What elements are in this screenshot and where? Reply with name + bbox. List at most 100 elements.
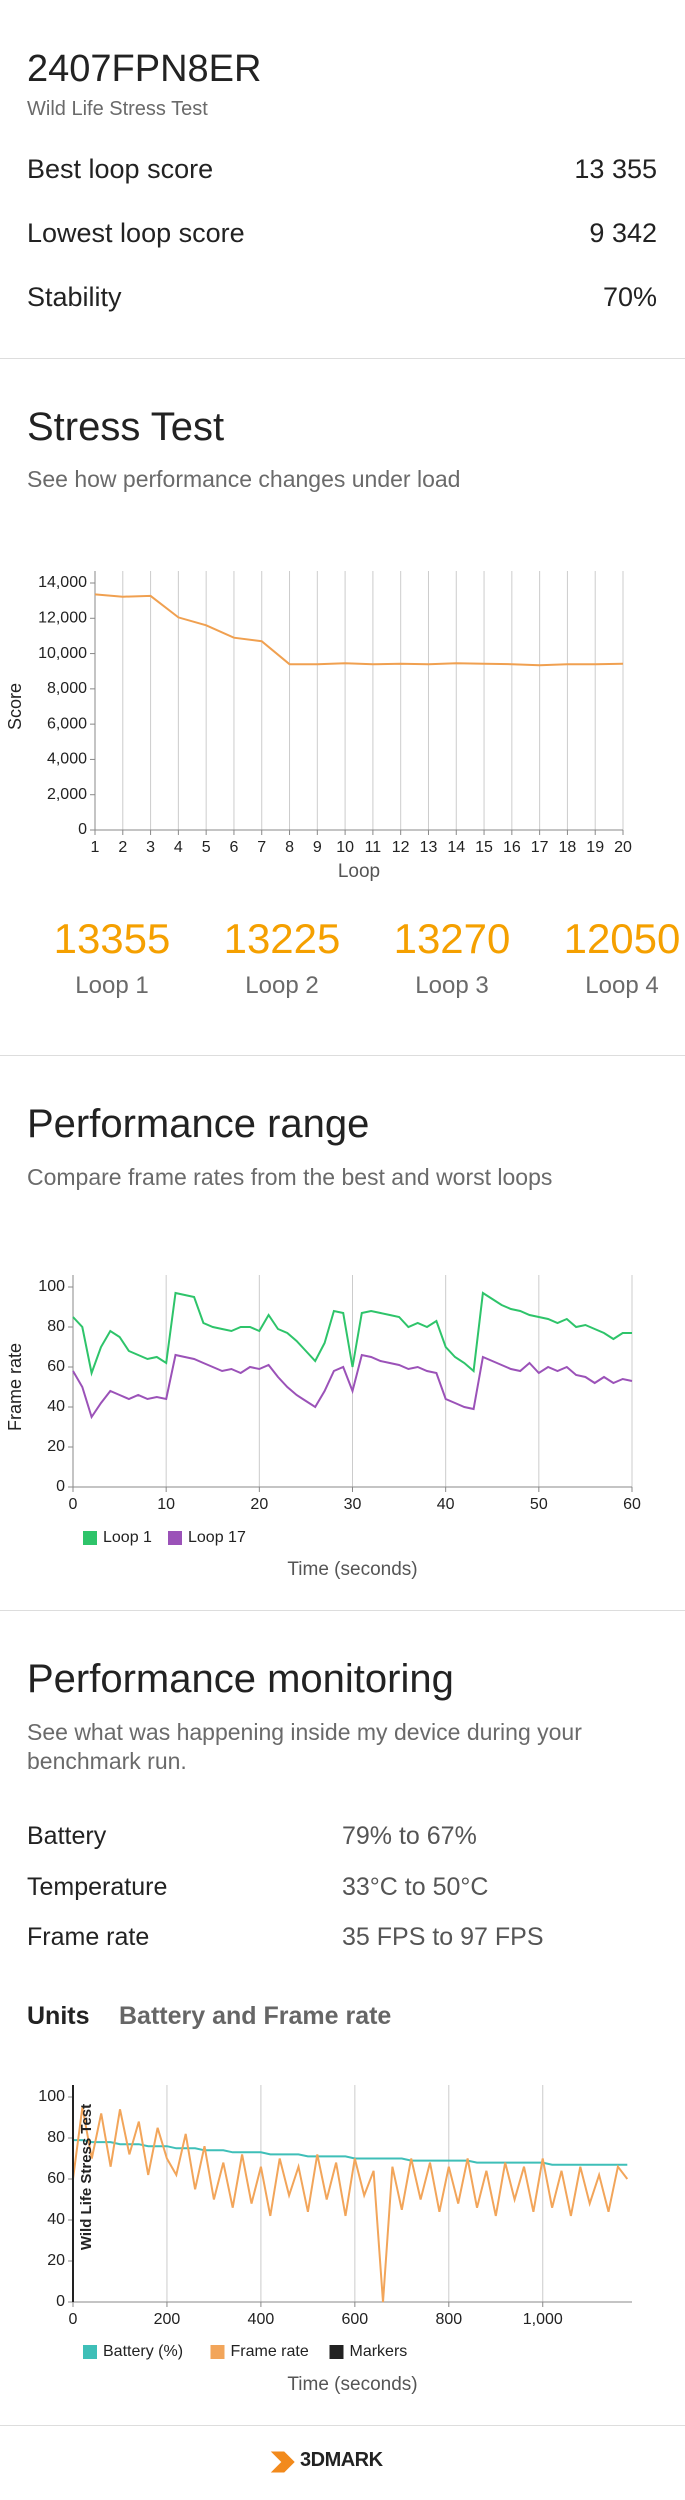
section-subtitle: See what was happening inside my device …: [27, 1719, 582, 1774]
y-tick-label: 60: [47, 1358, 65, 1375]
info-label: Battery: [27, 1822, 107, 1850]
info-label: Frame rate: [27, 1923, 150, 1951]
loop-label: Loop 4: [585, 972, 659, 999]
x-tick-label: 800: [435, 2311, 462, 2328]
info-value: 33°C to 50°C: [342, 1873, 489, 1901]
y-tick-label: 14,000: [38, 574, 87, 591]
x-tick-label: 20: [614, 839, 632, 856]
y-tick-label: 80: [47, 2129, 65, 2146]
y-tick-label: 20: [47, 2252, 65, 2269]
x-tick-label: 10: [336, 839, 354, 856]
stat-value: 9 342: [589, 218, 657, 248]
y-tick-label: 8,000: [47, 680, 87, 697]
line-series: [72, 2107, 629, 2303]
x-axis-label: Time (seconds): [287, 2374, 417, 2395]
legend-label: Loop 17: [188, 1529, 246, 1546]
legend-swatch: [83, 1531, 97, 1545]
x-tick-label: 0: [69, 2311, 78, 2328]
loop-label: Loop 3: [415, 972, 489, 999]
x-tick-label: 0: [69, 1496, 78, 1513]
y-tick-label: 40: [47, 1398, 65, 1415]
marker-label: Wild Life Stress Test: [78, 2104, 95, 2250]
divider: [0, 2425, 685, 2426]
legend-label: Loop 1: [103, 1529, 152, 1546]
line-series: [72, 1353, 633, 1420]
y-tick-label: 12,000: [38, 610, 87, 627]
x-tick-label: 2: [118, 839, 127, 856]
x-axis-label: Time (seconds): [287, 1559, 417, 1580]
device-title: 2407FPN8ER: [27, 48, 262, 90]
stat-value: 13 355: [574, 154, 657, 184]
divider: [0, 1610, 685, 1611]
x-tick-label: 1,000: [523, 2311, 563, 2328]
info-value: 35 FPS to 97 FPS: [342, 1923, 544, 1951]
stat-value: 70%: [602, 282, 657, 312]
y-tick-label: 10,000: [38, 645, 87, 662]
y-tick-label: 100: [38, 1278, 65, 1295]
x-tick-label: 30: [344, 1496, 362, 1513]
y-tick-label: 2,000: [47, 786, 87, 803]
x-tick-label: 60: [623, 1496, 641, 1513]
info-label: Temperature: [27, 1873, 168, 1901]
x-tick-label: 4: [174, 839, 183, 856]
x-tick-label: 9: [313, 839, 322, 856]
stat-label: Stability: [27, 282, 122, 312]
section-title: Performance monitoring: [27, 1657, 454, 1701]
x-tick-label: 6: [229, 839, 238, 856]
x-tick-label: 13: [420, 839, 438, 856]
loop-label: Loop 1: [75, 972, 149, 999]
legend-swatch: [329, 2345, 344, 2359]
legend-swatch: [210, 2345, 225, 2359]
x-tick-label: 15: [475, 839, 493, 856]
legend-label: Markers: [350, 2343, 408, 2360]
y-tick-label: 6,000: [47, 715, 87, 732]
y-tick-label: 0: [56, 1478, 65, 1495]
x-tick-label: 400: [248, 2311, 275, 2328]
x-tick-label: 19: [586, 839, 604, 856]
device-subtitle: Wild Life Stress Test: [27, 98, 208, 120]
stat-label: Best loop score: [27, 154, 214, 184]
x-tick-label: 12: [392, 839, 410, 856]
x-tick-label: 7: [257, 839, 266, 856]
x-tick-label: 200: [154, 2311, 181, 2328]
legend-swatch: [83, 2345, 97, 2359]
line-series: [94, 593, 624, 667]
units-label: Units: [27, 2002, 90, 2030]
section-subtitle: Compare frame rates from the best and wo…: [27, 1164, 553, 1190]
y-axis-label: Frame rate: [5, 1343, 25, 1431]
loop-score: 12050: [563, 915, 681, 962]
x-tick-label: 5: [202, 839, 211, 856]
y-tick-label: 100: [38, 2088, 65, 2105]
x-tick-label: 3: [146, 839, 155, 856]
x-tick-label: 50: [530, 1496, 548, 1513]
x-axis-label: Loop: [338, 861, 380, 882]
x-tick-label: 18: [559, 839, 577, 856]
x-tick-label: 40: [437, 1496, 455, 1513]
logo-icon: [270, 2451, 295, 2473]
y-tick-label: 80: [47, 1318, 65, 1335]
y-tick-label: 0: [56, 2293, 65, 2310]
x-tick-label: 14: [447, 839, 465, 856]
legend-label: Battery (%): [103, 2343, 183, 2360]
loop-score: 13225: [223, 915, 341, 962]
y-tick-label: 40: [47, 2211, 65, 2228]
info-value: 79% to 67%: [342, 1822, 477, 1850]
x-tick-label: 11: [365, 839, 382, 856]
legend-label: Frame rate: [231, 2343, 309, 2360]
y-axis-label: Score: [5, 683, 25, 730]
section-title: Stress Test: [27, 405, 225, 449]
y-tick-label: 20: [47, 1438, 65, 1455]
units-selector[interactable]: Battery and Frame rate: [119, 2002, 392, 2030]
x-tick-label: 17: [531, 839, 549, 856]
x-tick-label: 10: [157, 1496, 175, 1513]
section-title: Performance range: [27, 1102, 370, 1146]
loop-label: Loop 2: [245, 972, 319, 999]
logo-text: 3DMARK: [300, 2449, 383, 2471]
loop-score: 13270: [393, 915, 511, 962]
line-series: [72, 1291, 632, 1377]
loop-score: 13355: [53, 915, 171, 962]
y-tick-label: 0: [78, 821, 87, 838]
x-tick-label: 20: [250, 1496, 268, 1513]
